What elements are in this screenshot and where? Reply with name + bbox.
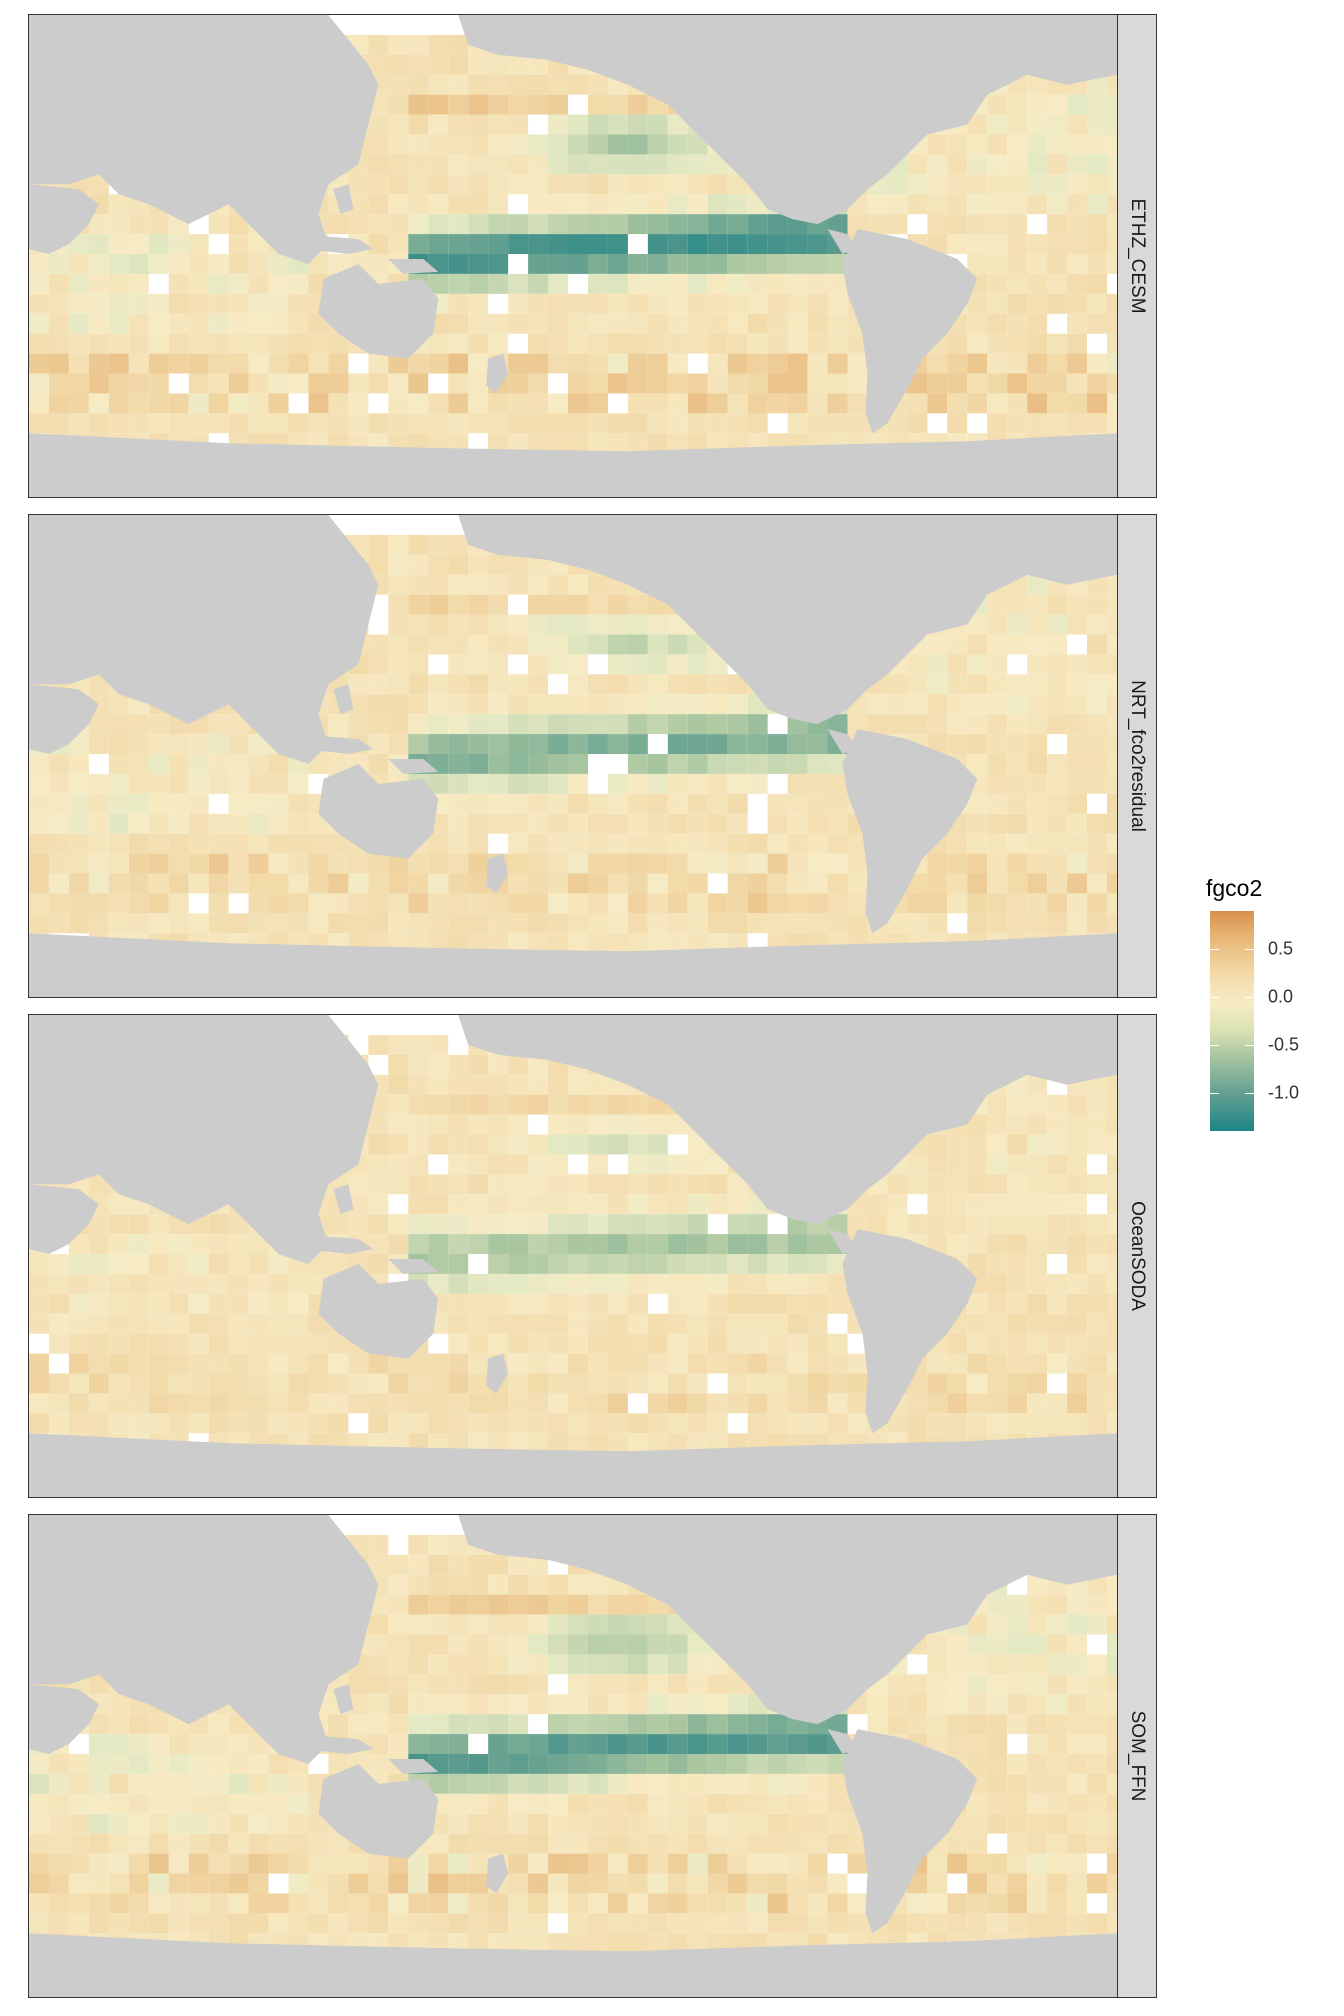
- legend-tick-mark: [1245, 997, 1254, 999]
- facet-panel: SOM_FFN: [28, 1514, 1157, 1998]
- facet-label: SOM_FFN: [1127, 1710, 1148, 1802]
- facet-panel: OceanSODA: [28, 1014, 1157, 1498]
- land-mask: [29, 1015, 1117, 1497]
- map-frame: [28, 514, 1118, 998]
- flux-map: [29, 1015, 1117, 1497]
- facet-strip: SOM_FFN: [1118, 1514, 1157, 1998]
- facet-label: NRT_fco2residual: [1127, 680, 1148, 832]
- facet-panel: NRT_fco2residual: [28, 514, 1157, 998]
- color-legend: fgco2 0.5 0.0 -0.5 -1.0: [1206, 875, 1326, 1155]
- legend-tick-mark: [1245, 1092, 1254, 1094]
- legend-tick-label: 0.5: [1268, 938, 1294, 959]
- facet-strip: OceanSODA: [1118, 1014, 1157, 1498]
- legend-colorbar: [1210, 911, 1254, 1131]
- flux-map: [29, 15, 1117, 497]
- legend-tick-mark: [1210, 997, 1219, 999]
- legend-tick-label: 0.0: [1268, 986, 1294, 1007]
- map-frame: [28, 1514, 1118, 1998]
- legend-tick-mark: [1210, 1044, 1219, 1046]
- facet-label: OceanSODA: [1127, 1201, 1148, 1311]
- legend-tick-mark: [1210, 1092, 1219, 1094]
- land-mask: [29, 515, 1117, 997]
- legend-tick-mark: [1210, 949, 1219, 951]
- map-frame: [28, 1014, 1118, 1498]
- legend-tick-mark: [1245, 949, 1254, 951]
- facet-label: ETHZ_CESM: [1127, 198, 1148, 314]
- map-frame: [28, 14, 1118, 498]
- land-mask: [29, 1515, 1117, 1997]
- legend-title: fgco2: [1206, 875, 1263, 901]
- legend-tick-label: -1.0: [1268, 1082, 1300, 1103]
- flux-map: [29, 1515, 1117, 1997]
- land-mask: [29, 15, 1117, 497]
- legend-tick-mark: [1245, 1044, 1254, 1046]
- facet-strip: ETHZ_CESM: [1118, 14, 1157, 498]
- legend-tick-label: -0.5: [1268, 1034, 1300, 1055]
- flux-map: [29, 515, 1117, 997]
- facet-panel: ETHZ_CESM: [28, 14, 1157, 498]
- facet-strip: NRT_fco2residual: [1118, 514, 1157, 998]
